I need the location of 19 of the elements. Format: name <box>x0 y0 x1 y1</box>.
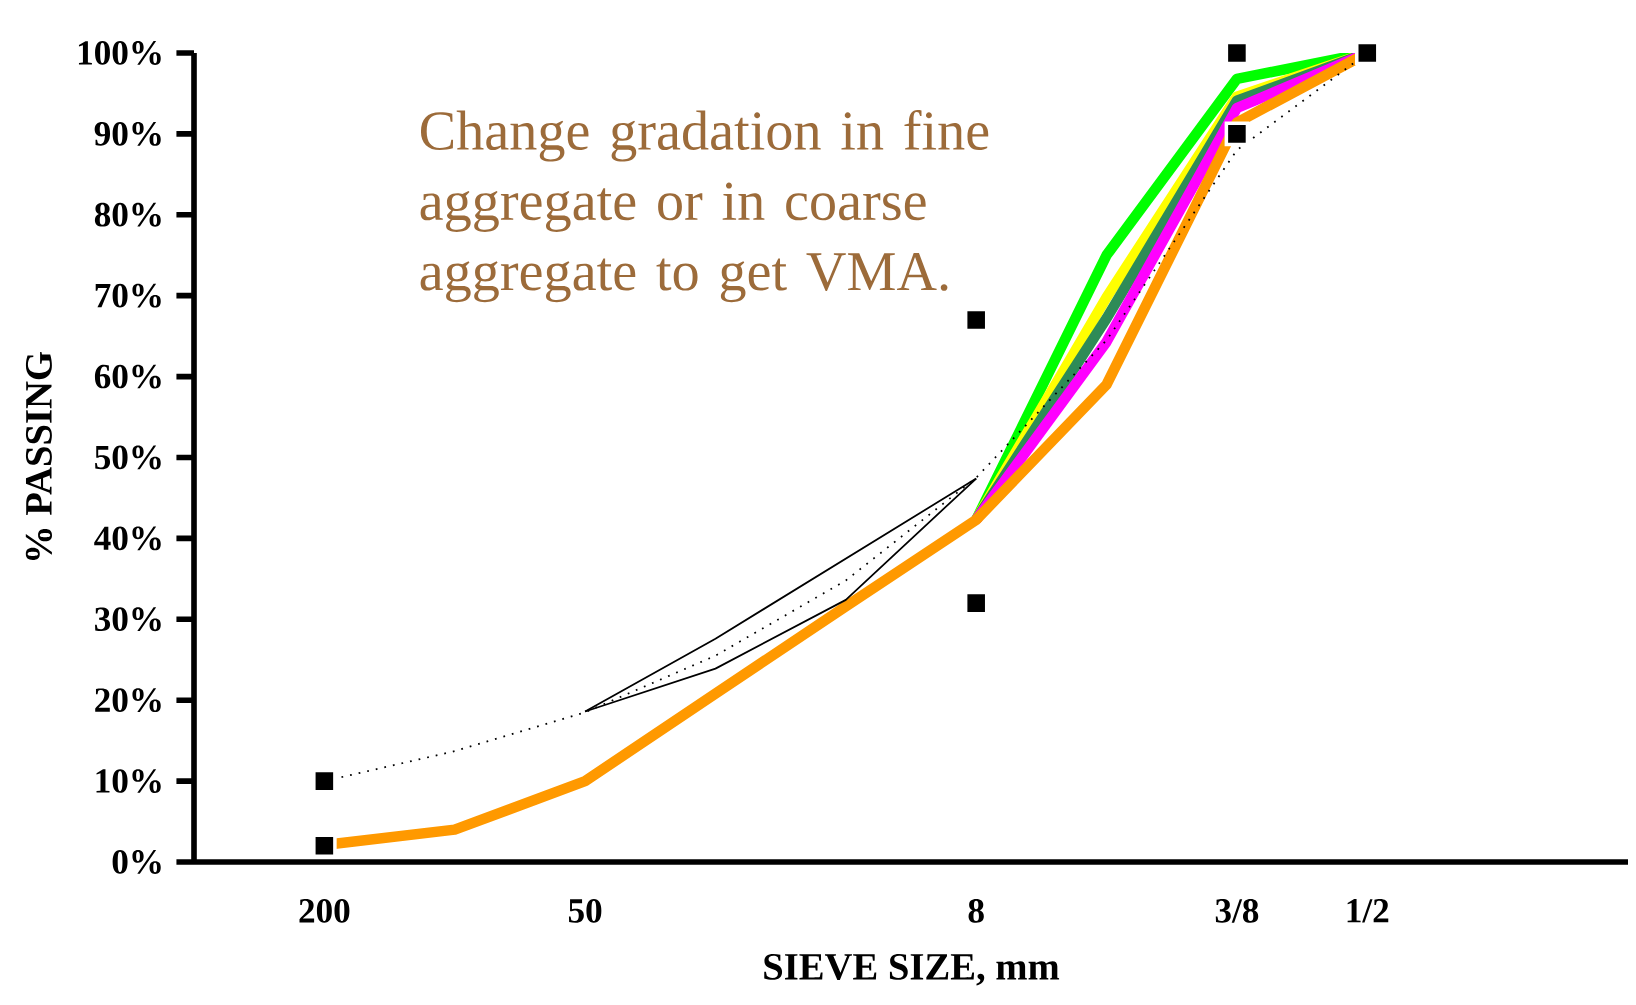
x-tick-label: 1/2 <box>1347 899 1389 923</box>
y-tick-label: 40% <box>94 526 161 551</box>
y-axis-title: % PASSING <box>25 352 52 561</box>
y-tick-label: 10% <box>96 769 161 793</box>
y-tick-label: 90% <box>94 121 161 146</box>
x-tick-label: 200 <box>299 899 350 923</box>
y-tick-label: 70% <box>95 283 161 308</box>
y-tick-label: 100% <box>78 41 161 65</box>
y-tick-label: 50% <box>95 445 161 470</box>
annotation: Change gradation in fine aggregate or in coarse aggregate to get VMA. <box>420 109 989 303</box>
x-tick-label: 8 <box>968 899 984 923</box>
y-tick-label: 20% <box>95 688 161 713</box>
y-tick-label: 60% <box>94 364 161 389</box>
x-tick-label: 3/8 <box>1215 899 1259 923</box>
y-tick-label: 30% <box>95 607 161 632</box>
y-tick-label: 0% <box>112 850 161 874</box>
x-tick-label: 50 <box>568 899 602 923</box>
y-tick-label: 80% <box>94 202 161 227</box>
x-axis-title: SIEVE SIZE, mm <box>764 953 1060 986</box>
